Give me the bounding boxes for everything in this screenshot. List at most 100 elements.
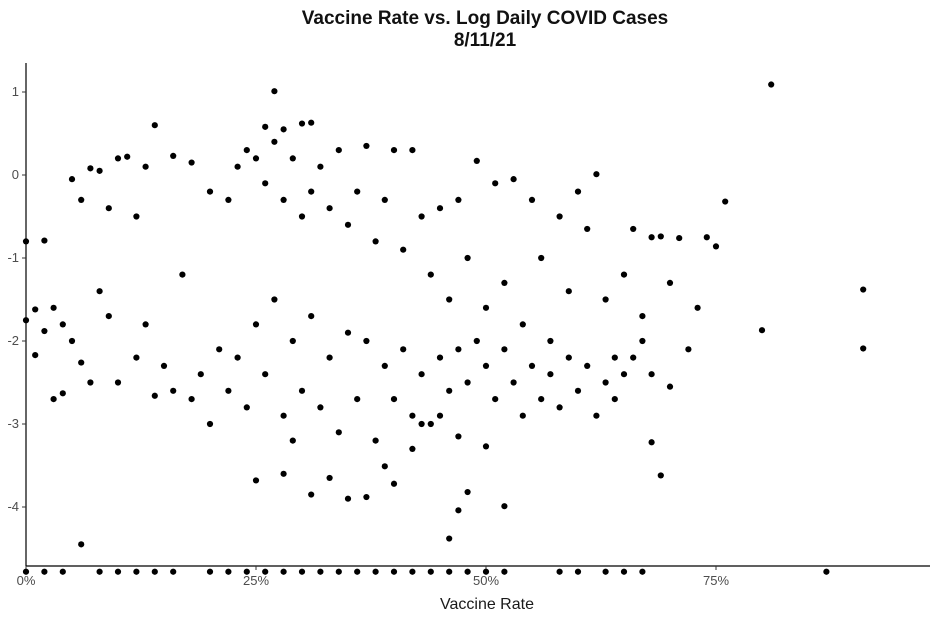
scatter-point — [501, 346, 508, 353]
scatter-point — [114, 155, 122, 162]
scatter-point — [510, 176, 517, 183]
scatter-point — [308, 119, 315, 126]
scatter-point — [694, 304, 701, 311]
scatter-point — [722, 198, 729, 205]
scatter-point — [648, 371, 655, 378]
scatter-point — [262, 568, 269, 575]
scatter-point — [271, 138, 278, 145]
y-tick-label: -2 — [7, 333, 19, 348]
scatter-point — [271, 88, 278, 95]
scatter-point — [712, 243, 720, 250]
scatter-point — [409, 445, 416, 452]
scatter-point — [501, 503, 508, 510]
scatter-point — [317, 404, 324, 411]
scatter-point — [298, 120, 306, 127]
scatter-point — [372, 437, 379, 444]
scatter-point — [390, 147, 398, 154]
scatter-point — [455, 507, 462, 514]
scatter-point — [556, 213, 563, 220]
scatter-point — [243, 147, 250, 154]
scatter-point — [335, 147, 342, 154]
scatter-point — [602, 379, 609, 386]
scatter-point — [344, 495, 352, 502]
scatter-point — [685, 346, 692, 353]
scatter-point — [50, 396, 57, 403]
scatter-point — [87, 165, 94, 172]
scatter-point — [400, 246, 407, 253]
scatter-point — [418, 420, 425, 428]
scatter-point — [593, 412, 600, 419]
scatter-point — [611, 396, 618, 403]
scatter-point — [418, 213, 425, 220]
scatter-point — [390, 396, 398, 403]
scatter-point — [32, 352, 39, 359]
scatter-point — [464, 379, 471, 386]
scatter-point — [326, 354, 333, 361]
scatter-point — [308, 313, 315, 320]
scatter-point — [519, 321, 526, 328]
scatter-point — [528, 196, 536, 203]
scatter-point — [22, 238, 30, 245]
y-axis-ticks: 1 0 -1 -2 -3 -4 — [7, 84, 26, 514]
scatter-point — [363, 337, 370, 345]
scatter-point — [703, 234, 710, 241]
scatter-point — [271, 296, 278, 303]
x-axis-title: Vaccine Rate — [440, 596, 534, 613]
scatter-point — [418, 371, 425, 378]
scatter-point — [455, 346, 462, 353]
scatter-point — [68, 337, 76, 345]
scatter-point — [464, 254, 471, 262]
y-tick-label: -3 — [7, 416, 19, 431]
scatter-point — [556, 404, 563, 411]
x-tick-label: 0% — [17, 573, 36, 588]
scatter-point — [620, 568, 628, 575]
scatter-point — [252, 321, 260, 328]
scatter-point — [252, 155, 260, 162]
scatter-point — [179, 271, 186, 278]
scatter-point — [289, 155, 296, 162]
scatter-point — [206, 188, 214, 195]
scatter-point — [59, 390, 66, 397]
scatter-point — [666, 383, 674, 390]
scatter-point — [206, 420, 214, 428]
x-tick-label: 25% — [243, 573, 269, 588]
scatter-point — [262, 371, 269, 378]
scatter-point — [151, 568, 158, 575]
scatter-point — [446, 387, 453, 394]
scatter-point — [574, 188, 582, 195]
scatter-point — [538, 396, 545, 403]
data-points — [22, 81, 867, 575]
scatter-point — [41, 327, 48, 335]
x-axis-ticks: 0%25%50%75%100% — [17, 566, 930, 588]
scatter-point — [326, 205, 333, 212]
scatter-point — [436, 354, 444, 361]
y-tick-label: -4 — [7, 499, 19, 514]
scatter-point — [611, 354, 618, 361]
scatter-point — [381, 463, 388, 470]
scatter-point — [216, 346, 223, 353]
scatter-point — [639, 568, 646, 575]
scatter-point — [22, 568, 30, 575]
scatter-point — [114, 379, 122, 386]
scatter-point — [602, 568, 609, 575]
scatter-point — [142, 163, 149, 170]
scatter-point — [602, 296, 609, 303]
scatter-point — [584, 362, 591, 369]
scatter-point — [363, 142, 370, 150]
scatter-point — [225, 196, 232, 203]
y-tick-label: -1 — [7, 250, 19, 265]
scatter-point — [326, 474, 333, 482]
scatter-point — [768, 81, 775, 88]
scatter-point — [280, 126, 287, 133]
scatter-point — [501, 279, 508, 286]
scatter-point — [234, 354, 241, 361]
scatter-point — [538, 254, 545, 262]
scatter-point — [436, 412, 444, 419]
scatter-point — [648, 439, 655, 446]
scatter-point — [354, 188, 361, 195]
scatter-point — [280, 470, 287, 477]
scatter-point — [372, 568, 379, 575]
scatter-point — [289, 437, 296, 444]
scatter-point — [280, 196, 287, 203]
